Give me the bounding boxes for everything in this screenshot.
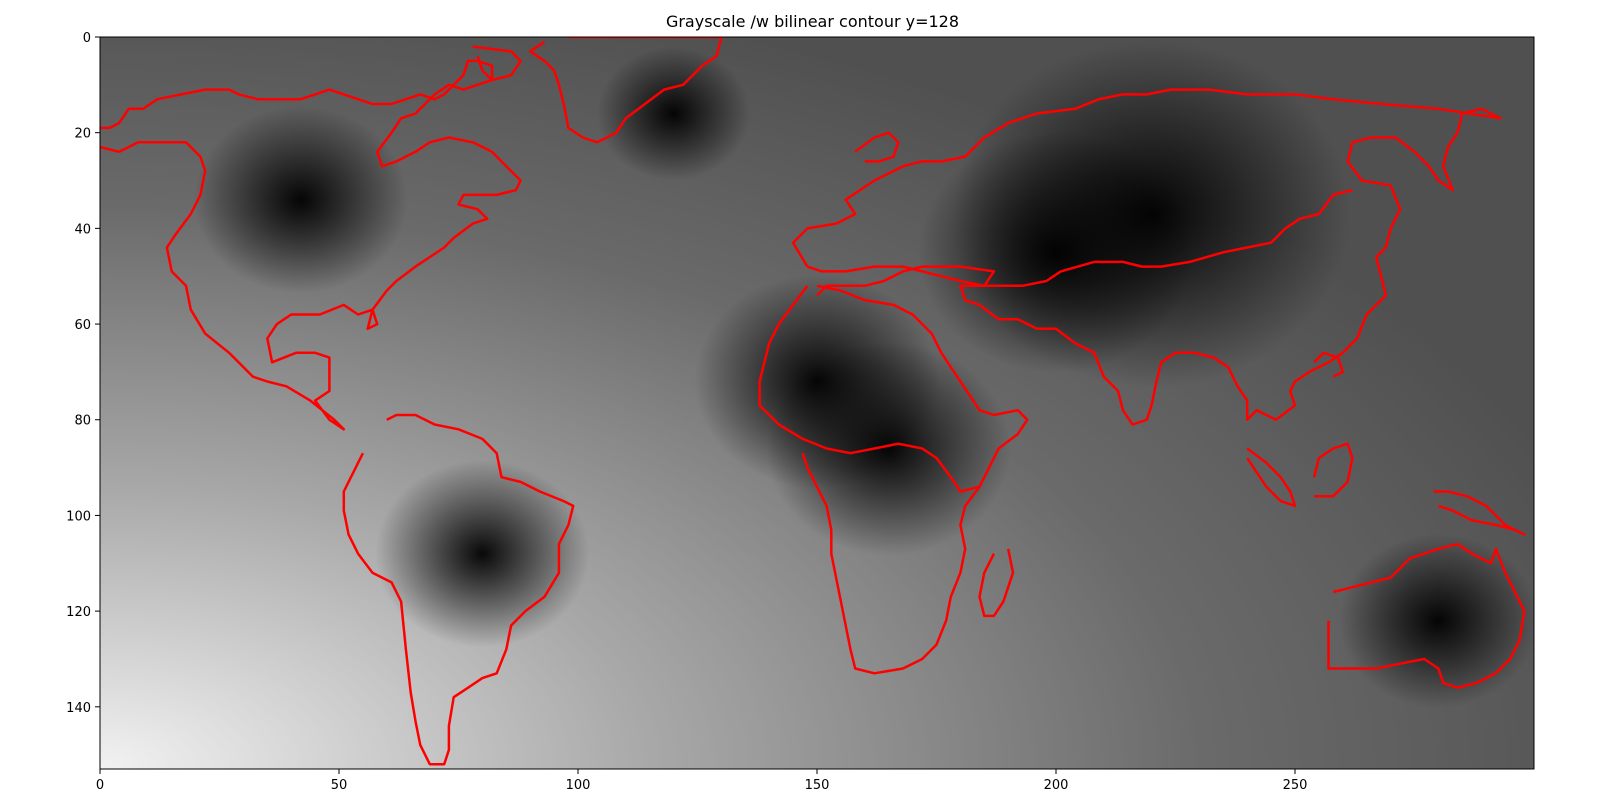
y-tick-label: 140	[66, 701, 91, 716]
contour-europe-mediterranean	[807, 265, 996, 297]
dark-region-1	[375, 459, 590, 648]
y-tick-label: 0	[83, 31, 91, 46]
x-tick-label: 100	[566, 778, 591, 793]
contour-southeast-asia-islands	[1246, 447, 1297, 508]
y-tick-label: 20	[74, 127, 91, 142]
y-tick-label: 40	[74, 222, 91, 237]
contour-africa	[758, 284, 1029, 493]
contour-north-america	[100, 59, 522, 431]
x-tick-label: 50	[331, 778, 348, 793]
contour-new-guinea	[1433, 490, 1526, 536]
chart-title: Grayscale /w bilinear contour y=128	[665, 12, 960, 31]
dark-region-6	[1339, 533, 1534, 708]
y-tick-label: 60	[74, 318, 91, 333]
y-axis: 0 20 40 60 80 100 120 140	[66, 31, 100, 716]
contour-greenland	[528, 37, 723, 144]
x-tick-label: 200	[1044, 778, 1069, 793]
y-tick-label: 120	[66, 605, 91, 620]
dark-region-5	[597, 46, 751, 181]
x-axis: 0 50 100 150 200 250	[96, 769, 1308, 793]
y-tick-label: 80	[74, 414, 91, 429]
contour-british-isles-scandinavia	[854, 131, 900, 163]
contour-australia	[1327, 542, 1526, 689]
contour-borneo	[1312, 442, 1354, 498]
contour-eurasia	[791, 88, 1502, 426]
x-tick-label: 0	[96, 778, 104, 793]
contour-arctic-islands	[472, 45, 522, 82]
x-tick-label: 150	[805, 778, 830, 793]
x-tick-label: 250	[1283, 778, 1308, 793]
contour-japan	[1313, 351, 1345, 378]
contour-south-america	[342, 413, 575, 766]
y-tick-label: 100	[66, 509, 91, 524]
dark-region-0	[193, 105, 408, 294]
contour-africa-south	[801, 452, 981, 675]
contour-lines	[100, 37, 1526, 766]
contour-madagascar	[978, 548, 1015, 618]
dark-region-7	[918, 131, 1194, 373]
dark-region-3	[766, 341, 1012, 556]
